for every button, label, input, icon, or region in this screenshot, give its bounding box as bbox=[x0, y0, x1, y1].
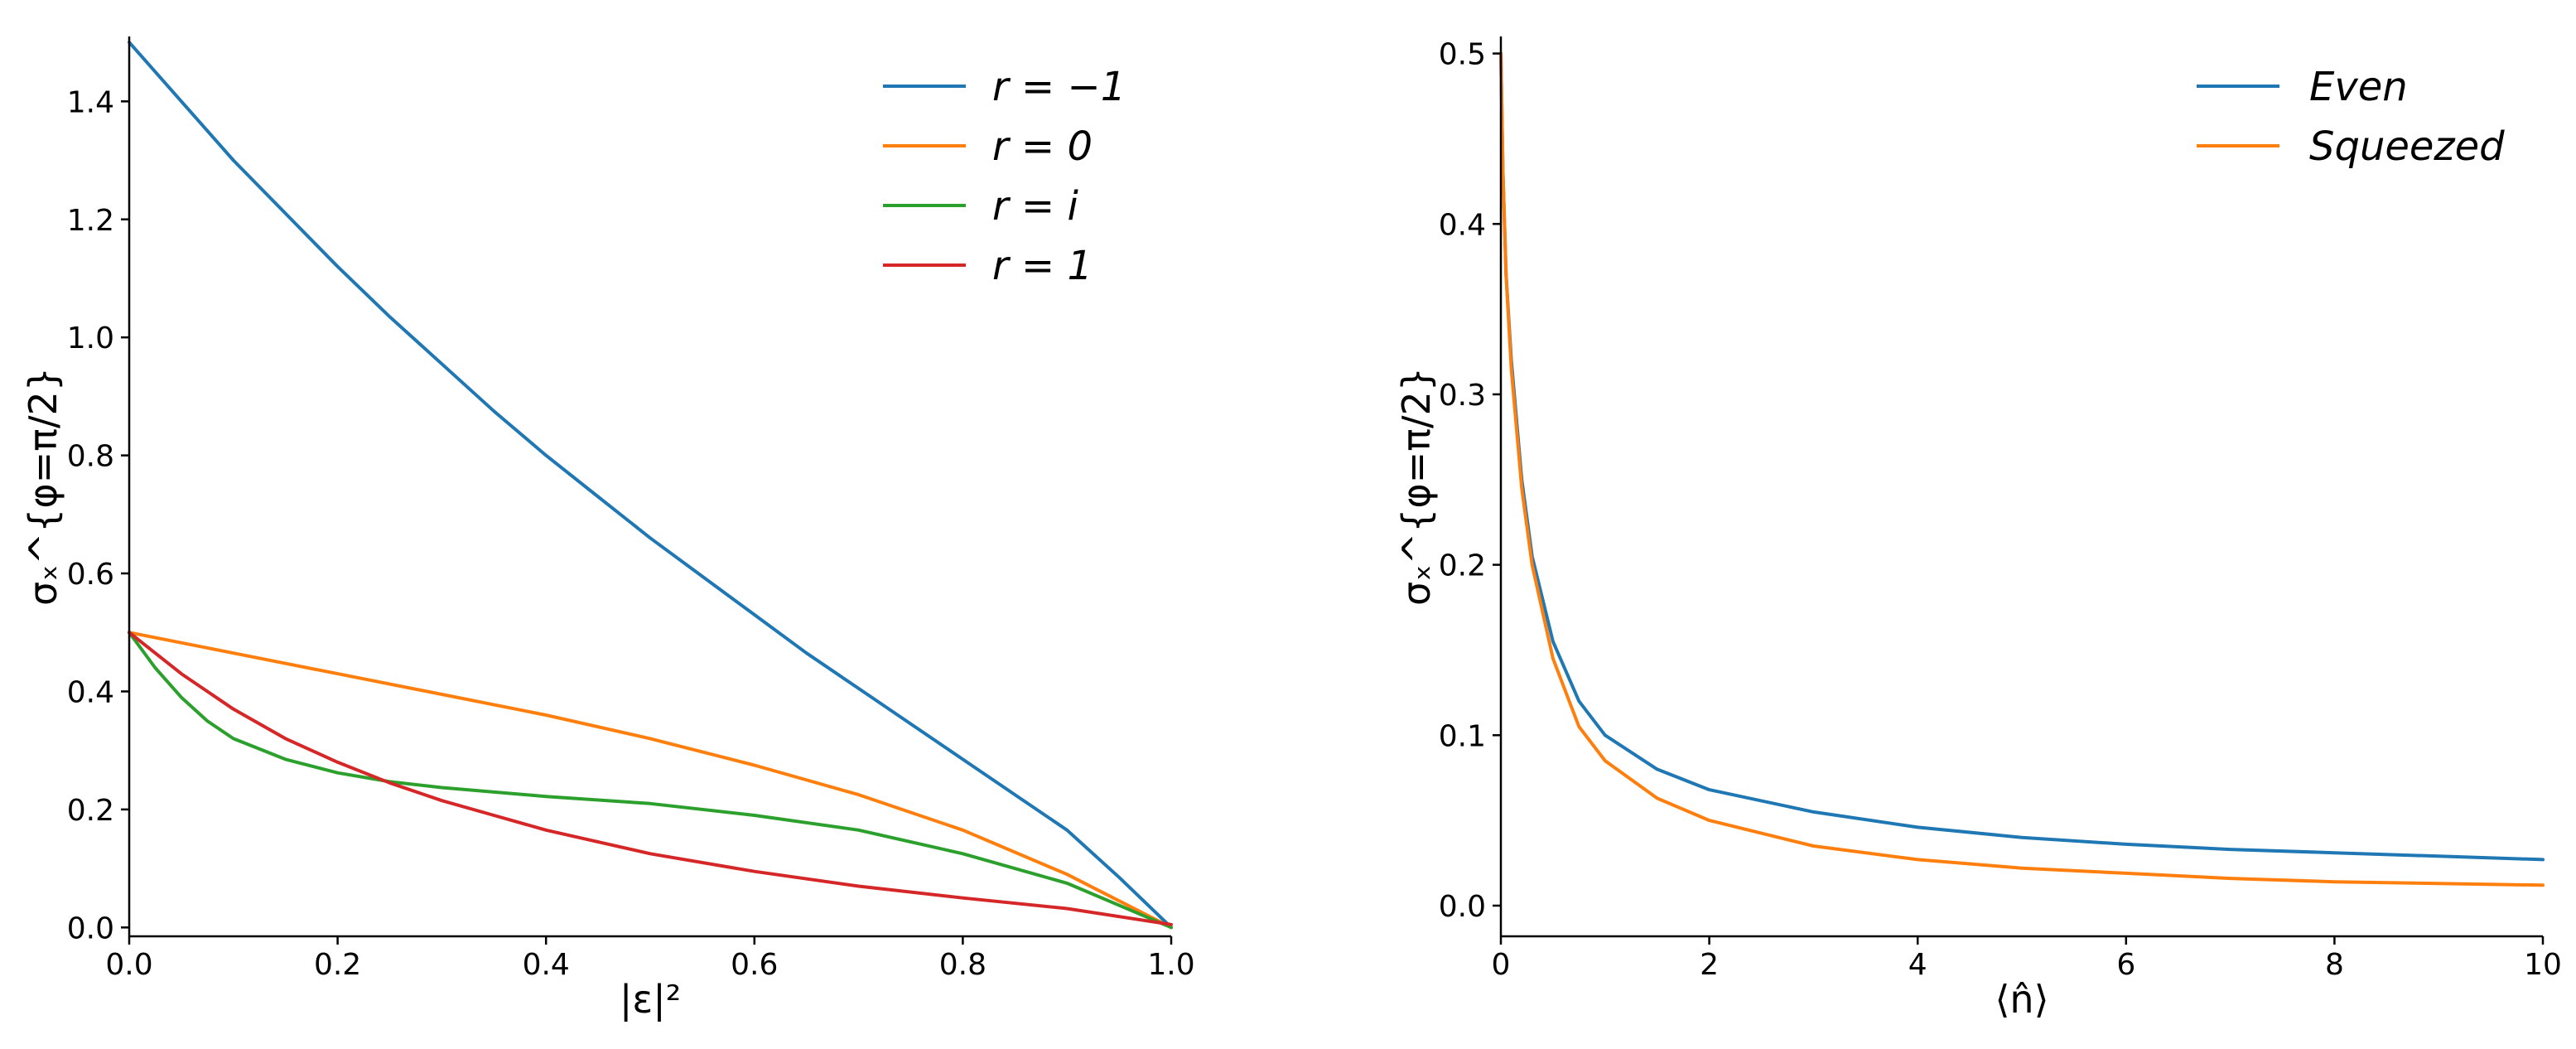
legend-item: r = 0 bbox=[883, 123, 1093, 170]
left-chart: 0.0 0.2 0.4 0.6 0.8 1.0 0.0 0.2 0.4 0.6 0.8 1.0 1.2 1… bbox=[21, 36, 1195, 1022]
x-tick-label: 0.8 bbox=[939, 948, 987, 982]
left-legend: r = −1 r = 0 r = i r = 1 bbox=[883, 64, 1126, 289]
x-tick-label: 0.0 bbox=[105, 948, 152, 982]
x-tick-label: 4 bbox=[1908, 948, 1927, 982]
series-line-0 bbox=[128, 41, 1173, 930]
y-tick-label: 1.4 bbox=[67, 85, 114, 119]
legend-label: r = i bbox=[992, 183, 1078, 230]
x-tick-label: 6 bbox=[2116, 948, 2135, 982]
right-x-axis-label: ⟨n̂⟩ bbox=[1995, 977, 2048, 1022]
left-ticks-layer: 0.0 0.2 0.4 0.6 0.8 1.0 0.0 0.2 0.4 0.6 0.8 1.0 1.2 1… bbox=[67, 85, 1195, 982]
series-line-1 bbox=[128, 631, 1173, 930]
legend-label: Squeezed bbox=[2309, 123, 2505, 170]
y-tick-label: 0.2 bbox=[67, 794, 114, 828]
legend-item: Squeezed bbox=[2197, 123, 2505, 170]
x-tick-label: 0.2 bbox=[314, 948, 361, 982]
legend-label: r = 0 bbox=[992, 123, 1093, 170]
left-series-layer bbox=[128, 41, 1173, 930]
right-series-layer bbox=[1499, 51, 2545, 887]
y-tick-label: 0.0 bbox=[1439, 890, 1486, 924]
x-tick-label: 0.4 bbox=[523, 948, 570, 982]
legend-label: r = −1 bbox=[992, 64, 1126, 110]
y-tick-label: 0.2 bbox=[1439, 549, 1486, 583]
y-tick-label: 1.0 bbox=[67, 321, 114, 355]
x-tick-label: 0.6 bbox=[731, 948, 778, 982]
right-legend: Even Squeezed bbox=[2197, 64, 2505, 170]
left-y-axis-label: σₓ^{φ=π/2} bbox=[21, 367, 65, 606]
y-tick-label: 1.2 bbox=[67, 204, 114, 238]
y-tick-label: 0.4 bbox=[1439, 208, 1486, 242]
legend-item: Even bbox=[2197, 64, 2408, 110]
series-line-3 bbox=[128, 631, 1173, 926]
x-tick-label: 1.0 bbox=[1147, 948, 1194, 982]
x-tick-label: 0 bbox=[1492, 948, 1511, 982]
x-tick-label: 8 bbox=[2325, 948, 2344, 982]
series-line-0 bbox=[1499, 51, 2545, 862]
right-chart: 0 2 4 6 8 10 0.0 0.1 0.2 0.3 0.4 0.5 ⟨n̂⟩ σₓ^{φ=π/2… bbox=[1394, 36, 2562, 1022]
y-tick-label: 0.1 bbox=[1439, 719, 1486, 753]
x-tick-label: 2 bbox=[1700, 948, 1719, 982]
y-tick-label: 0.5 bbox=[1439, 38, 1486, 72]
right-y-axis-label: σₓ^{φ=π/2} bbox=[1394, 367, 1439, 606]
y-tick-label: 0.6 bbox=[67, 558, 114, 592]
left-x-axis-label: |ε|² bbox=[620, 977, 681, 1022]
legend-label: Even bbox=[2309, 64, 2408, 110]
legend-item: r = 1 bbox=[883, 243, 1093, 289]
y-tick-label: 0.8 bbox=[67, 440, 114, 474]
legend-item: r = i bbox=[883, 183, 1078, 230]
series-line-1 bbox=[1499, 51, 2545, 887]
x-tick-label: 10 bbox=[2524, 948, 2562, 982]
legend-label: r = 1 bbox=[992, 243, 1093, 289]
series-line-2 bbox=[128, 631, 1173, 930]
y-tick-label: 0.4 bbox=[67, 675, 114, 709]
legend-item: r = −1 bbox=[883, 64, 1126, 110]
y-tick-label: 0.0 bbox=[67, 911, 114, 945]
right-ticks-layer: 0 2 4 6 8 10 0.0 0.1 0.2 0.3 0.4 0.5 bbox=[1439, 38, 2562, 982]
y-tick-label: 0.3 bbox=[1439, 379, 1486, 413]
